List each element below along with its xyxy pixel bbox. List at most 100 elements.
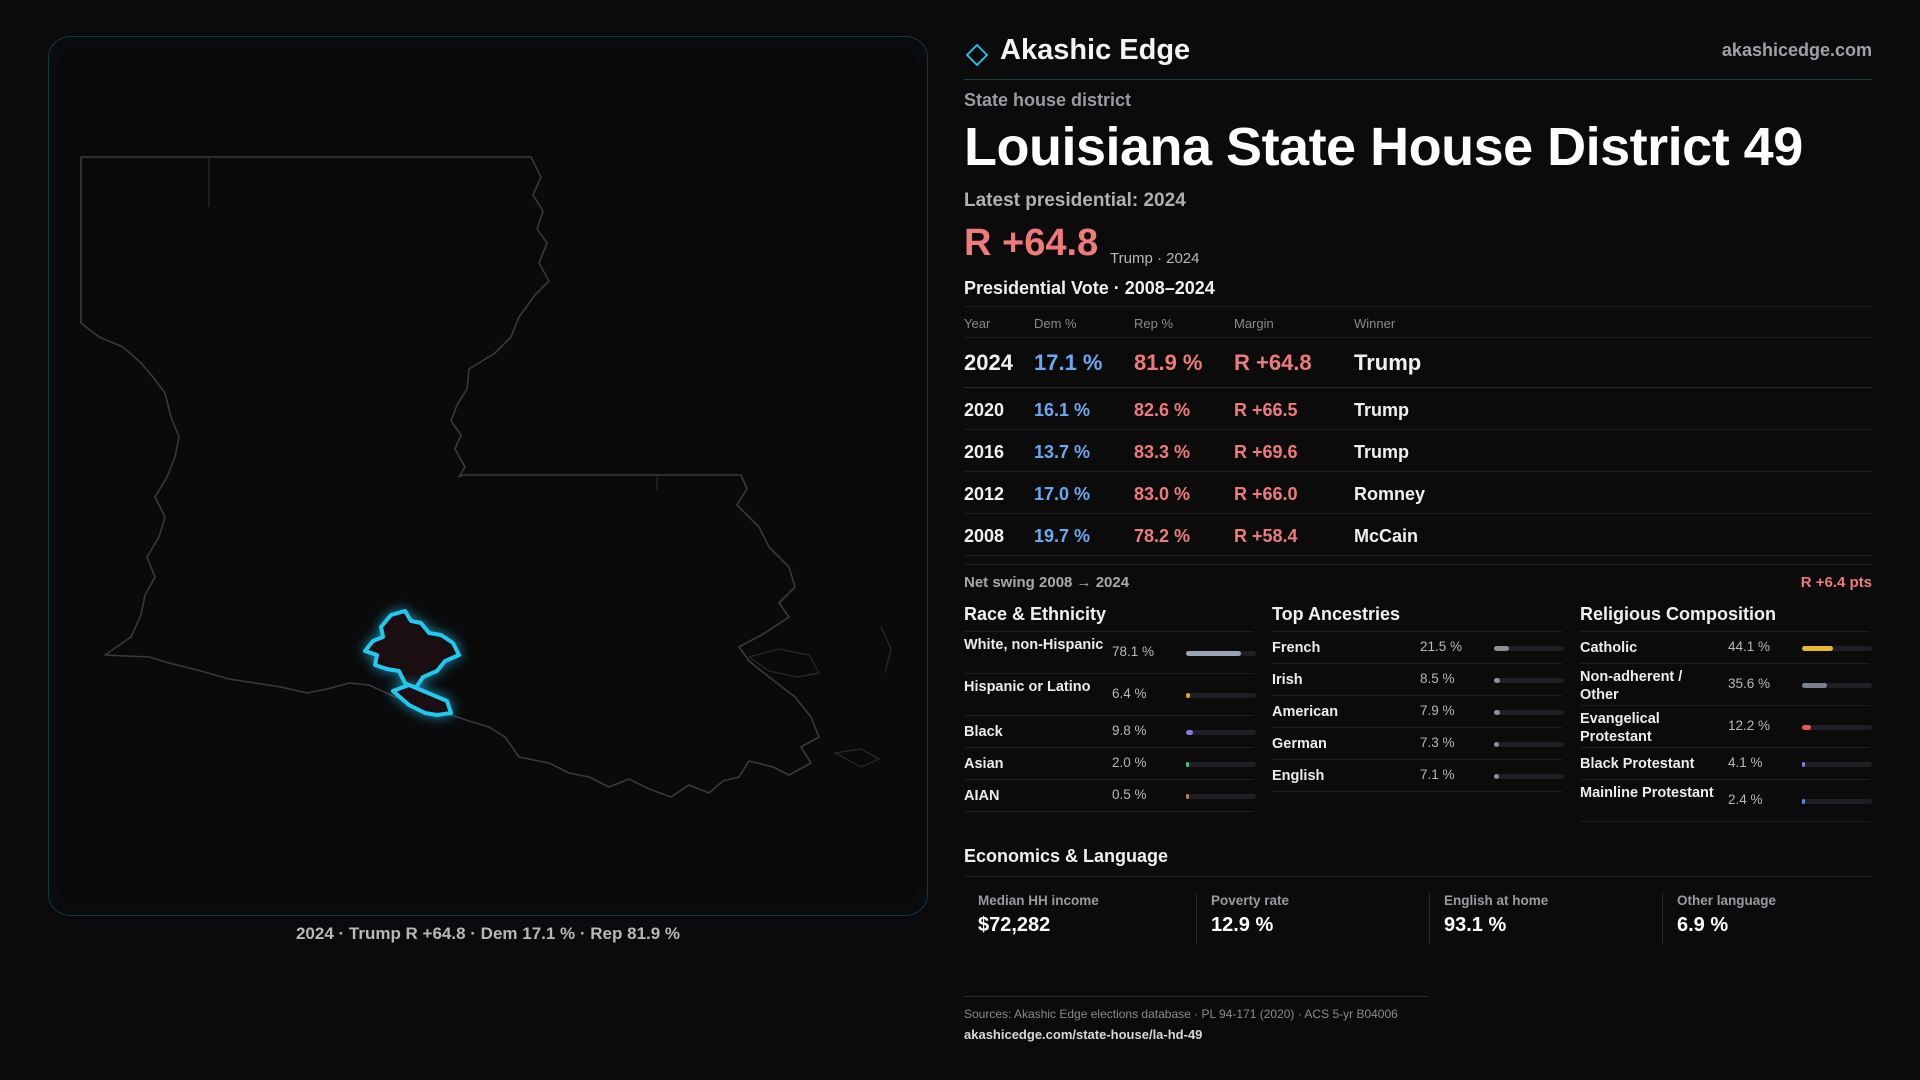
list-item: White, non-Hispanic 78.1 % xyxy=(964,632,1256,674)
map-caption: 2024 · Trump R +64.8 · Dem 17.1 % · Rep … xyxy=(295,924,681,943)
cell-margin: R +64.8 xyxy=(1234,350,1312,375)
religion-section: Religious Composition Catholic 44.1 % Non-… xyxy=(1580,604,1872,822)
cell-rep: 82.6 % xyxy=(1134,400,1191,420)
column-header-margin: Margin xyxy=(1234,316,1274,331)
page-title: Louisiana State House District 49 xyxy=(964,117,1803,177)
brand-url[interactable]: akashicedge.com xyxy=(1721,40,1872,60)
coastal-island xyxy=(747,648,820,678)
demo-bar-fill xyxy=(1802,725,1811,730)
demo-bar-track xyxy=(1186,762,1256,767)
demo-bar-fill xyxy=(1186,651,1241,656)
vote-table-title: Presidential Vote · 2008–2024 xyxy=(964,278,1215,298)
demo-bar-track xyxy=(1494,678,1564,683)
cell-dem: 16.1 % xyxy=(1034,400,1091,420)
econ-label: English at home xyxy=(1444,893,1549,908)
cell-winner: Trump xyxy=(1354,350,1422,375)
econ-english-at-home: English at home 93.1 % xyxy=(1429,893,1649,945)
district-map[interactable] xyxy=(48,36,928,916)
list-item: English 7.1 % xyxy=(1272,760,1564,792)
cell-rep: 81.9 % xyxy=(1134,350,1203,375)
demo-bar-fill xyxy=(1802,762,1805,767)
brand-header: Akashic Edge akashicedge.com xyxy=(964,30,1872,80)
econ-label: Poverty rate xyxy=(1211,893,1290,908)
cell-rep: 78.2 % xyxy=(1134,526,1191,546)
demo-label: American xyxy=(1272,704,1339,720)
ancestry-title: Top Ancestries xyxy=(1272,604,1562,632)
coastal-island xyxy=(880,626,892,674)
demo-bar-track xyxy=(1186,693,1256,698)
demo-bar-fill xyxy=(1186,730,1193,735)
coastal-island xyxy=(833,748,881,768)
state-outline xyxy=(80,156,820,798)
net-swing-value: R +6.4 pts xyxy=(1800,574,1872,591)
demo-label: Black Protestant xyxy=(1580,756,1695,772)
econ-value: 6.9 % xyxy=(1677,914,1729,936)
list-item: German 7.3 % xyxy=(1272,728,1564,760)
list-item: Non-adherent / Other 35.6 % xyxy=(1580,664,1872,706)
demo-bar-track xyxy=(1186,730,1256,735)
demo-label: White, non-Hispanic xyxy=(964,637,1104,653)
demo-value: 8.5 % xyxy=(1420,671,1455,686)
demo-value: 7.9 % xyxy=(1420,703,1455,718)
demo-bar-fill xyxy=(1494,646,1509,651)
list-item: Catholic 44.1 % xyxy=(1580,632,1872,664)
race-ethnicity-title: Race & Ethnicity xyxy=(964,604,1254,632)
cell-margin: R +58.4 xyxy=(1234,526,1298,546)
econ-label: Other language xyxy=(1677,893,1777,908)
econ-value: 12.9 % xyxy=(1211,914,1274,936)
demo-label: Non-adherent / Other xyxy=(1580,669,1683,703)
net-swing-label: Net swing 2008 → 2024 xyxy=(964,574,1130,591)
religion-list: Catholic 44.1 % Non-adherent / Other 35.6 %… xyxy=(1580,632,1872,822)
economics-title: Economics & Language xyxy=(964,846,1169,866)
econ-poverty-rate: Poverty rate 12.9 % xyxy=(1196,893,1416,945)
demo-bar-track xyxy=(1186,651,1256,656)
econ-median-income: Median HH income $72,282 xyxy=(964,893,1184,945)
cell-rep: 83.3 % xyxy=(1134,442,1191,462)
district-kind: State house district xyxy=(964,90,1132,110)
cell-dem: 13.7 % xyxy=(1034,442,1091,462)
presidential-vote-table: Year Dem % Rep % Margin Winner 2024 17.1… xyxy=(964,306,1872,556)
demo-label: English xyxy=(1272,768,1325,784)
demo-bar-track xyxy=(1802,762,1872,767)
net-swing-row: Net swing 2008 → 2024 R +6.4 pts xyxy=(964,564,1872,594)
table-row: 2016 13.7 % 83.3 % R +69.6 Trump xyxy=(964,430,1872,472)
cell-year: 2024 xyxy=(964,350,1013,375)
page-url-link[interactable]: akashicedge.com/state-house/la-hd-49 xyxy=(964,1027,1203,1042)
district-panel: Akashic Edge akashicedge.com State house… xyxy=(964,0,1872,1080)
louisiana-map-svg xyxy=(80,156,892,798)
demo-label: Hispanic or Latino xyxy=(964,679,1091,695)
demo-bar-track xyxy=(1802,799,1872,804)
cell-winner: Romney xyxy=(1354,484,1426,504)
demo-label: Black xyxy=(964,724,1003,740)
table-row: 2020 16.1 % 82.6 % R +66.5 Trump xyxy=(964,388,1872,430)
econ-value: 93.1 % xyxy=(1444,914,1507,936)
demo-bar-fill xyxy=(1802,683,1827,688)
brand-name: Akashic Edge xyxy=(1000,34,1191,66)
ancestry-section: Top Ancestries French 21.5 % Irish 8.5 % Ame… xyxy=(1272,604,1564,792)
demo-bar-track xyxy=(1494,710,1564,715)
district-highlight[interactable] xyxy=(363,609,461,717)
column-header-dem: Dem % xyxy=(1034,316,1077,331)
demo-label: German xyxy=(1272,736,1327,752)
demo-bar-track xyxy=(1802,725,1872,730)
column-header-year: Year xyxy=(964,316,991,331)
headline-margin: R +64.8 xyxy=(964,222,1099,264)
sources-text: Sources: Akashic Edge elections database… xyxy=(964,1007,1398,1021)
demo-label: Evangelical Protestant xyxy=(1580,711,1660,745)
cell-year: 2008 xyxy=(964,526,1005,546)
demo-value: 4.1 % xyxy=(1728,755,1763,770)
demo-bar-track xyxy=(1494,646,1564,651)
ancestry-list: French 21.5 % Irish 8.5 % American 7.9 % Germa… xyxy=(1272,632,1564,792)
diamond-logo-icon xyxy=(966,44,988,66)
demo-label: Irish xyxy=(1272,672,1303,688)
demo-bar-fill xyxy=(1186,794,1189,799)
demo-value: 6.4 % xyxy=(1112,686,1147,701)
demo-bar-fill xyxy=(1494,742,1499,747)
demo-bar-fill xyxy=(1186,693,1190,698)
table-row: 2008 19.7 % 78.2 % R +58.4 McCain xyxy=(964,514,1872,556)
table-row: 2024 17.1 % 81.9 % R +64.8 Trump xyxy=(964,338,1872,388)
list-item: American 7.9 % xyxy=(1272,696,1564,728)
table-row: 2012 17.0 % 83.0 % R +66.0 Romney xyxy=(964,472,1872,514)
demo-label: AIAN xyxy=(964,788,1000,804)
demo-bar-fill xyxy=(1186,762,1189,767)
